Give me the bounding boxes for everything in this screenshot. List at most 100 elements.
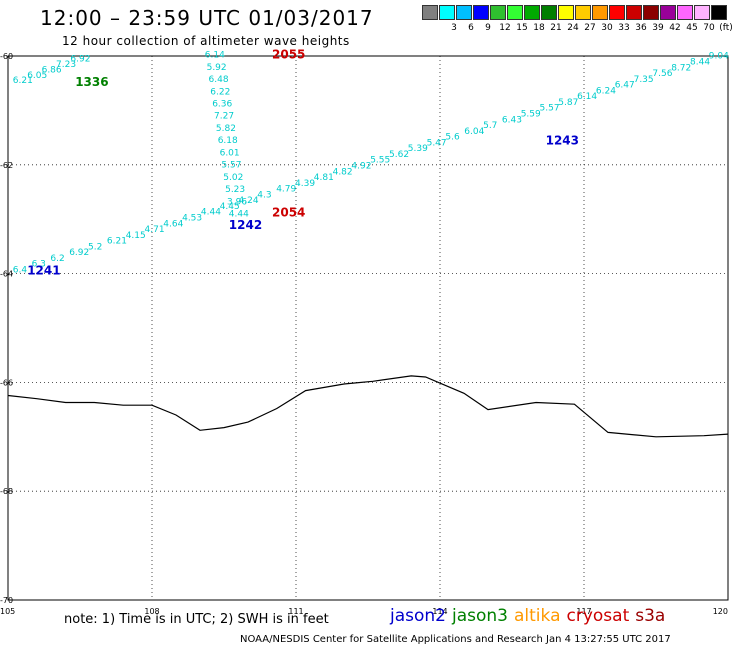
swh-value: 6.21 — [107, 237, 127, 247]
legend-swatch — [626, 5, 642, 20]
swh-value: 5.57 — [221, 161, 241, 171]
swh-value: 4.81 — [314, 173, 334, 183]
swh-value: 4.82 — [333, 167, 353, 177]
latitude-tick-label: -68 — [0, 487, 13, 496]
swh-value: 6.04 — [464, 127, 484, 137]
swh-value: 5.47 — [427, 138, 447, 148]
legend-swatch — [660, 5, 676, 20]
satellite-legend: jason2 jason3 altika cryosat s3a — [390, 606, 671, 626]
swh-value: 6.92 — [70, 54, 90, 64]
swh-value: 5.92 — [207, 63, 227, 73]
legend-label: 27 — [584, 23, 596, 33]
swh-value: 6.01 — [220, 148, 240, 158]
swh-value: 4.45 — [220, 202, 240, 212]
swh-value: 6.47 — [615, 81, 635, 91]
legend-swatch — [643, 5, 659, 20]
legend-swatch — [524, 5, 540, 20]
swh-value: 6.36 — [212, 100, 232, 110]
pass-time-label: 1242 — [229, 218, 262, 232]
swh-value: 4.53 — [182, 214, 202, 224]
swh-value: 6.48 — [209, 75, 229, 85]
map-subtitle: 12 hour collection of altimeter wave hei… — [62, 34, 350, 48]
legend-swatch — [677, 5, 693, 20]
swh-value: 5.6 — [445, 133, 460, 143]
swh-value: 6.3 — [32, 260, 46, 270]
legend-swatch — [609, 5, 625, 20]
swh-value: 4.3 — [257, 190, 271, 200]
swh-value: 9.04 — [709, 52, 729, 62]
legend-label: 18 — [533, 23, 545, 33]
swh-value: 7.35 — [634, 75, 654, 85]
swh-value: 5.39 — [408, 144, 428, 154]
footer-note: note: 1) Time is in UTC; 2) SWH is in fe… — [64, 612, 329, 627]
legend-label: 70 — [703, 23, 715, 33]
swh-value: 4.92 — [351, 162, 371, 172]
satellite-name: s3a — [635, 606, 666, 626]
swh-value: 4.39 — [295, 179, 315, 189]
legend-label: 33 — [618, 23, 630, 33]
swh-value: 5.55 — [370, 156, 390, 166]
legend-swatch — [711, 5, 727, 20]
pass-time-label: 1336 — [75, 75, 108, 89]
longitude-tick-label: 111 — [288, 607, 303, 616]
swh-value: 6.24 — [596, 86, 616, 96]
legend-label: 6 — [468, 23, 474, 33]
legend-label: 45 — [686, 23, 698, 33]
swh-value: 6.43 — [502, 115, 522, 125]
swh-value: 5.62 — [389, 150, 409, 160]
longitude-tick-label: 120 — [713, 607, 728, 616]
swh-value: 5.2 — [88, 242, 102, 252]
coastline — [7, 375, 729, 438]
legend-swatch — [456, 5, 472, 20]
swh-value: 4.24 — [239, 196, 259, 206]
legend-swatch — [541, 5, 557, 20]
legend-swatch — [422, 5, 438, 20]
swh-value: 4.64 — [163, 219, 183, 229]
latitude-tick-label: -66 — [0, 378, 13, 387]
pass-time-label: 2055 — [272, 48, 305, 62]
legend-swatch — [694, 5, 710, 20]
swh-value: 6.22 — [210, 87, 230, 97]
map-title: 12:00 – 23:59 UTC 01/03/2017 — [40, 6, 374, 30]
credit-line: NOAA/NESDIS Center for Satellite Applica… — [240, 634, 671, 645]
swh-value: 4.79 — [276, 185, 296, 195]
latitude-tick-label: -60 — [0, 52, 13, 61]
swh-value: 7.56 — [652, 69, 672, 79]
legend-label: 39 — [652, 23, 664, 33]
swh-value: 5.23 — [225, 185, 245, 195]
legend-label: 15 — [516, 23, 528, 33]
legend-label: 9 — [485, 23, 491, 33]
latitude-tick-label: -70 — [0, 596, 13, 605]
satellite-name: jason3 — [452, 606, 508, 626]
swh-value: 6.14 — [577, 92, 597, 102]
legend-label: 24 — [567, 23, 579, 33]
longitude-tick-label: 114 — [432, 607, 447, 616]
legend-swatch — [439, 5, 455, 20]
swh-value: 6.2 — [50, 254, 64, 264]
legend-swatch — [507, 5, 523, 20]
latitude-tick-label: -64 — [0, 270, 13, 279]
legend-swatch — [592, 5, 608, 20]
legend-label: 21 — [550, 23, 562, 33]
legend-label: 12 — [499, 23, 511, 33]
legend-label: 36 — [635, 23, 647, 33]
legend-label: 42 — [669, 23, 681, 33]
longitude-tick-label: 108 — [144, 607, 159, 616]
swh-value: 8.72 — [671, 63, 691, 73]
swh-value: 5.59 — [521, 110, 541, 120]
pass-time-label: 1241 — [27, 264, 60, 278]
swh-value: 7.27 — [214, 112, 234, 122]
legend-label: 30 — [601, 23, 613, 33]
legend-swatch — [558, 5, 574, 20]
swh-value: 5.02 — [223, 173, 243, 183]
satellite-name: cryosat — [566, 606, 630, 626]
swh-value: 7.23 — [56, 60, 76, 70]
swh-value: 3.96 — [227, 197, 247, 207]
legend-label: 3 — [451, 23, 457, 33]
swh-value: 4.44 — [201, 208, 221, 218]
legend-swatch — [575, 5, 591, 20]
swh-value: 6.92 — [69, 248, 89, 258]
map-frame — [7, 55, 729, 601]
swh-value: 5.87 — [558, 98, 578, 108]
